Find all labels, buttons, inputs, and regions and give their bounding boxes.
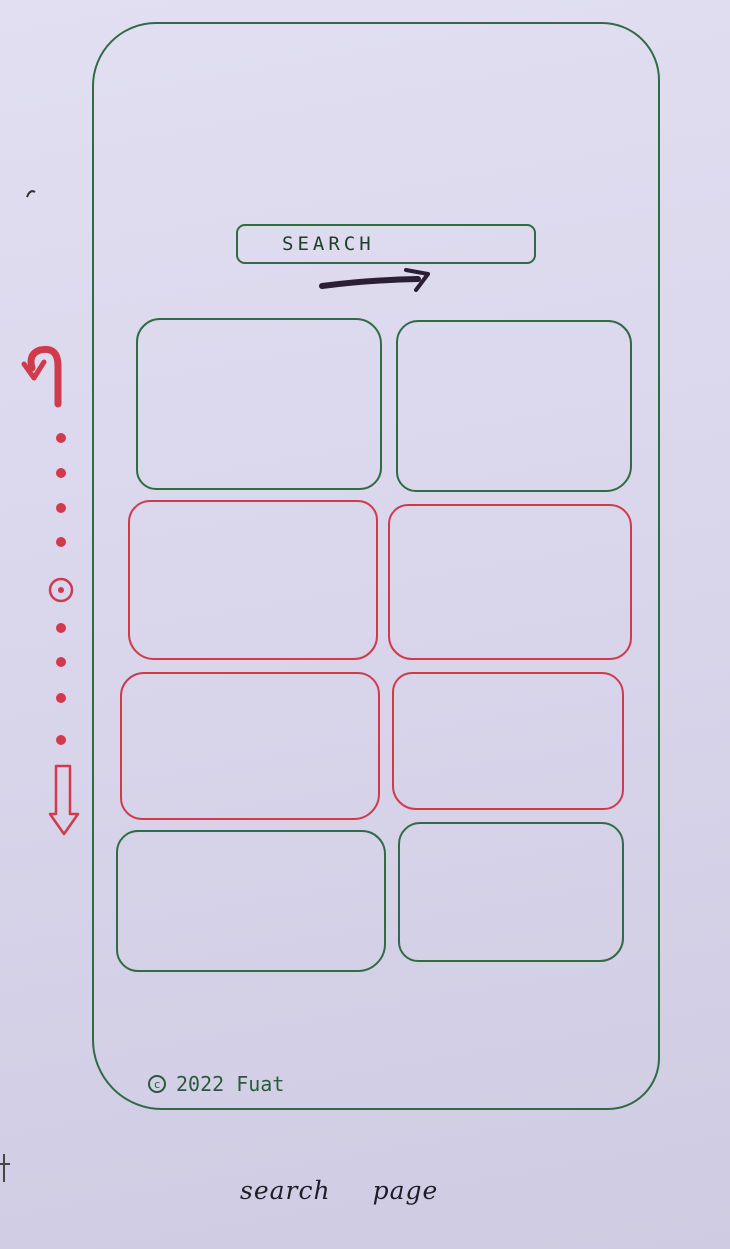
result-card[interactable] <box>120 672 380 820</box>
search-bar[interactable]: SEARCH <box>236 224 536 264</box>
arrow-right-icon <box>319 268 430 292</box>
search-label: SEARCH <box>282 233 375 255</box>
curved-arrow-up-icon <box>21 345 62 408</box>
result-card[interactable] <box>136 318 382 490</box>
scroll-track-dots <box>56 623 66 745</box>
pen-mark <box>26 190 36 198</box>
footer-text: 2022 Fuat <box>176 1072 285 1096</box>
page-caption: search page <box>240 1176 438 1205</box>
arrow-down-icon <box>48 764 80 836</box>
result-card[interactable] <box>396 320 632 492</box>
footer: c 2022 Fuat <box>148 1072 284 1096</box>
result-card[interactable] <box>388 504 632 660</box>
scroll-track-dots <box>56 433 66 547</box>
phone-frame <box>92 22 660 1110</box>
circle-dot-icon <box>48 577 74 603</box>
result-card[interactable] <box>128 500 378 660</box>
pen-mark <box>0 1154 10 1182</box>
result-card[interactable] <box>398 822 624 962</box>
scroll-indicator[interactable] <box>14 338 94 848</box>
copyright-icon: c <box>148 1075 166 1093</box>
caption-word-2: page <box>372 1176 439 1205</box>
result-card[interactable] <box>116 830 386 972</box>
result-card[interactable] <box>392 672 624 810</box>
caption-word-1: search <box>240 1176 331 1205</box>
